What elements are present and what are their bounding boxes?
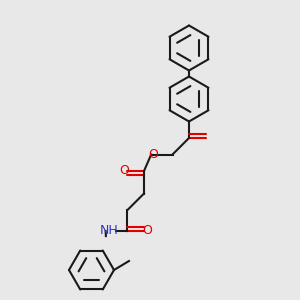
Text: NH: NH [100, 224, 119, 238]
Text: O: O [142, 224, 152, 238]
Text: O: O [149, 148, 158, 161]
Text: O: O [120, 164, 129, 178]
